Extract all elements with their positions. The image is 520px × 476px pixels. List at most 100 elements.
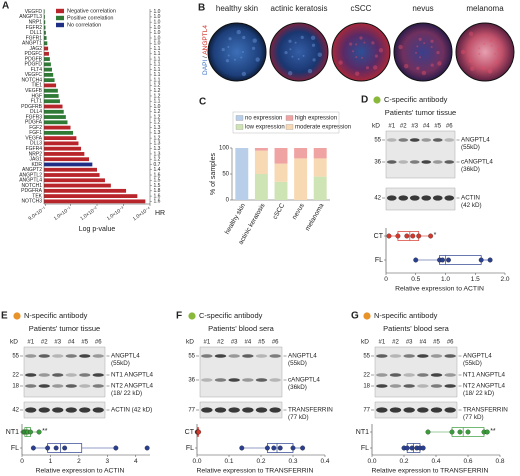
- bar: [44, 120, 68, 125]
- bar: [44, 136, 77, 141]
- hr-value: 1.1: [154, 72, 161, 78]
- micrograph-speckle: [228, 37, 232, 41]
- blot-band: [269, 378, 281, 382]
- gene-label: NRP2: [29, 151, 43, 157]
- bar: [44, 88, 58, 93]
- blot-band: [421, 160, 432, 164]
- row-label: FL: [375, 257, 383, 264]
- gene-label: TIE1: [31, 83, 42, 89]
- image-title: melanoma: [466, 4, 504, 13]
- point: [271, 445, 277, 451]
- legend-swatch: [285, 124, 294, 130]
- blot-band: [79, 407, 91, 413]
- gene-label: ANGPTL2: [19, 172, 42, 178]
- hr-value: 1.0: [154, 30, 161, 36]
- micrograph-speckle: [359, 36, 363, 40]
- bar: [44, 125, 71, 130]
- hr-value: 1.6: [154, 199, 161, 205]
- blot-band: [444, 195, 455, 201]
- band-label: TRANSFERRIN: [463, 407, 508, 414]
- lane-label: #4: [68, 340, 75, 346]
- x-tick-label: 0.5: [411, 276, 420, 283]
- point: [264, 445, 270, 451]
- bar-segment: [254, 148, 268, 151]
- row-label: CT: [374, 233, 384, 240]
- hr-value: 1.2: [154, 109, 161, 115]
- micrograph-speckle: [288, 39, 292, 43]
- band-label: (77 kD): [463, 414, 484, 421]
- band-label: (55kD): [111, 360, 130, 367]
- kd-label: 77: [188, 408, 195, 414]
- gene-label: KDR: [31, 162, 42, 168]
- lane-label: #1: [378, 340, 385, 346]
- point: [457, 429, 463, 435]
- bar-segment: [313, 158, 327, 177]
- x-tick-label: 0.1: [224, 458, 233, 465]
- bar: [44, 152, 85, 156]
- blot-band: [242, 354, 254, 358]
- hr-value: 1.0: [154, 20, 161, 26]
- gene-label: NOTCH4: [21, 77, 42, 83]
- y-axis-title: % of samples: [210, 152, 217, 195]
- hr-value: 1.5: [154, 178, 161, 184]
- point: [196, 429, 202, 435]
- gene-label: JAG2: [29, 46, 42, 52]
- antibody-title: N-specific antibody: [24, 311, 88, 320]
- gene-label: NOTCH3: [21, 199, 42, 205]
- blot-band: [430, 407, 443, 413]
- kd-label: 55: [188, 354, 195, 360]
- blot-band: [417, 373, 429, 377]
- blot-band: [432, 138, 443, 142]
- micrograph-speckle: [355, 56, 358, 59]
- bar: [44, 99, 60, 104]
- micrograph-speckle: [287, 71, 293, 76]
- bar: [44, 30, 46, 35]
- bar-segment: [235, 148, 249, 200]
- micrograph-speckle: [297, 57, 300, 60]
- lane-label: #2: [217, 340, 224, 346]
- micrograph-speckle: [240, 56, 243, 59]
- micrograph-speckle: [242, 35, 246, 40]
- blot-band: [65, 407, 77, 413]
- blot-band: [376, 407, 388, 413]
- blot-band: [430, 354, 443, 358]
- sample-source: Patients' blood sera: [208, 324, 274, 333]
- hr-value: 1.3: [154, 151, 161, 157]
- x-tick-label: 3: [106, 458, 110, 465]
- gene-label: HGF: [31, 93, 42, 99]
- band-label: (55kD): [461, 144, 480, 151]
- x-axis-title: Relative expression to ACTIN: [36, 467, 125, 474]
- blot-strip: [385, 187, 456, 211]
- kd-label: 18: [12, 384, 19, 390]
- point: [386, 233, 392, 239]
- micrograph-speckle: [225, 59, 230, 63]
- legend-swatch: [56, 15, 64, 21]
- legend-label: Negative correlation: [67, 8, 116, 14]
- gene-label: PDGFB: [25, 56, 43, 62]
- blot-band: [398, 138, 409, 142]
- hr-value: 1.0: [154, 41, 161, 47]
- gene-label: VEGFC: [25, 72, 43, 78]
- micrograph-speckle: [478, 47, 481, 50]
- micrograph-speckle: [354, 71, 360, 76]
- blot-band: [92, 384, 104, 388]
- bar-segment: [313, 148, 327, 159]
- legend-label: Positive correlation: [67, 15, 113, 21]
- micrograph-speckle: [421, 70, 427, 76]
- hr-value: 1.1: [154, 67, 161, 73]
- bar: [44, 115, 66, 119]
- band-label: NT1 ANGPTL4: [111, 372, 153, 379]
- x-tick-label: 1.0×10⁻⁴: [132, 206, 152, 223]
- blot-band: [444, 384, 456, 388]
- gene-label: ANGPTL3: [19, 14, 42, 20]
- blot-band: [398, 195, 409, 201]
- row-label: NT1: [6, 429, 19, 436]
- gene-label: PDGFC: [25, 51, 43, 57]
- x-tick-label: 0.4: [320, 458, 329, 465]
- kd-label: 22: [363, 373, 370, 379]
- antibody-dot: [363, 312, 371, 320]
- micrograph-speckle: [470, 66, 475, 71]
- row-label: FL: [361, 445, 369, 452]
- micrograph-speckle: [302, 54, 305, 57]
